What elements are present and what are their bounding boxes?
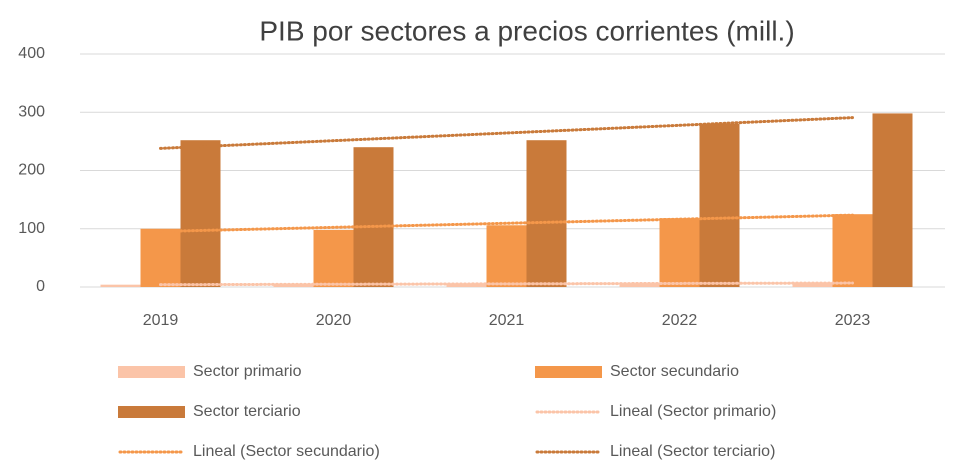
legend-label: Lineal (Sector terciario) [610, 443, 775, 460]
legend-swatch [118, 406, 185, 418]
legend-label: Lineal (Sector secundario) [193, 443, 380, 460]
bar [792, 282, 833, 287]
y-tick-label: 100 [18, 220, 45, 237]
bar [619, 283, 660, 287]
y-tick-label: 0 [36, 278, 45, 295]
chart-title: PIB por sectores a precios corrientes (m… [259, 15, 794, 46]
legend-label: Lineal (Sector primario) [610, 403, 776, 420]
legend-swatch [118, 366, 185, 378]
bar [446, 284, 487, 287]
bar [313, 229, 354, 287]
x-tick-label: 2019 [143, 312, 179, 329]
bar [353, 147, 394, 287]
bar [180, 140, 221, 287]
legend-label: Sector terciario [193, 403, 301, 420]
bar [832, 214, 873, 287]
trend-line [159, 213, 854, 233]
bar [659, 218, 700, 287]
y-tick-label: 200 [18, 162, 45, 179]
legend-label: Sector primario [193, 363, 302, 380]
x-tick-label: 2023 [835, 312, 871, 329]
trend-line [159, 116, 854, 150]
y-tick-label: 300 [18, 103, 45, 120]
trend-line [159, 281, 854, 287]
x-tick-label: 2020 [316, 312, 352, 329]
y-tick-label: 400 [18, 45, 45, 62]
x-tick-label: 2021 [489, 312, 525, 329]
legend-label: Sector secundario [610, 363, 739, 380]
bar [486, 225, 527, 287]
bar [526, 140, 567, 287]
bar [699, 123, 740, 288]
x-tick-label: 2022 [662, 312, 698, 329]
bar [100, 284, 141, 287]
bar [140, 228, 181, 287]
legend-swatch [535, 366, 602, 378]
bar [872, 113, 913, 287]
